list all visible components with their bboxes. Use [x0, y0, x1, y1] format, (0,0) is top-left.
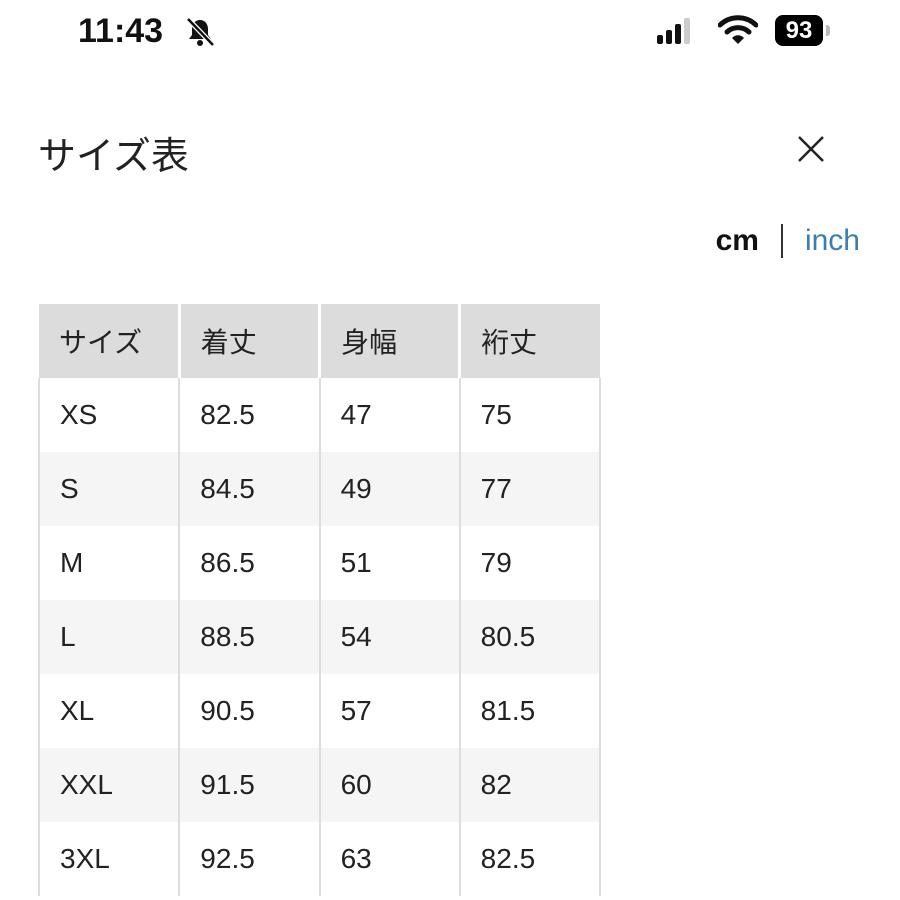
header-sleeve: 裄丈 — [458, 304, 600, 378]
bell-slash-icon — [186, 17, 215, 47]
size-table: サイズ 着丈 身幅 裄丈 XS 82.5 47 75 S 84.5 49 77 M 86.5 51 7… — [37, 304, 602, 896]
cell-width: 63 — [318, 822, 461, 896]
battery-nub — [826, 25, 830, 36]
table-header-row: サイズ 着丈 身幅 裄丈 — [39, 304, 600, 378]
cell-size: 3XL — [37, 822, 181, 896]
cell-sleeve: 80.5 — [458, 600, 602, 674]
cell-size: L — [37, 600, 181, 674]
cell-sleeve: 75 — [458, 378, 602, 452]
table-row: S 84.5 49 77 — [37, 452, 602, 526]
header-size: サイズ — [39, 304, 180, 378]
table-row: 3XL 92.5 63 82.5 — [37, 822, 602, 896]
signal-icon — [657, 18, 690, 44]
table-row: XXL 91.5 60 82 — [37, 748, 602, 822]
cell-sleeve: 82 — [458, 748, 602, 822]
cell-size: XXL — [37, 748, 181, 822]
battery-icon: 93 — [775, 15, 823, 46]
cell-width: 47 — [318, 378, 461, 452]
table-row: L 88.5 54 80.5 — [37, 600, 602, 674]
table-row: XS 82.5 47 75 — [37, 378, 602, 452]
cell-sleeve: 77 — [458, 452, 602, 526]
unit-cm-button[interactable]: cm — [715, 224, 759, 257]
cell-size: S — [37, 452, 181, 526]
cell-length: 88.5 — [178, 600, 321, 674]
status-time: 11:43 — [78, 12, 164, 50]
cell-width: 54 — [318, 600, 461, 674]
table-row: M 86.5 51 79 — [37, 526, 602, 600]
cell-length: 91.5 — [178, 748, 321, 822]
cell-width: 60 — [318, 748, 461, 822]
page-title: サイズ表 — [38, 136, 189, 178]
cell-sleeve: 79 — [458, 526, 602, 600]
cell-width: 51 — [318, 526, 461, 600]
cell-size: XL — [37, 674, 181, 748]
cell-length: 92.5 — [178, 822, 321, 896]
cell-length: 82.5 — [178, 378, 321, 452]
cell-sleeve: 81.5 — [458, 674, 602, 748]
wifi-icon — [718, 15, 758, 44]
cell-width: 57 — [318, 674, 461, 748]
header-length: 着丈 — [177, 304, 320, 378]
unit-divider — [780, 224, 783, 258]
cell-width: 49 — [318, 452, 461, 526]
cell-length: 84.5 — [178, 452, 321, 526]
unit-toggle: cm inch — [716, 224, 860, 258]
cell-size: XS — [37, 378, 181, 452]
cell-sleeve: 82.5 — [458, 822, 602, 896]
cell-length: 86.5 — [178, 526, 321, 600]
table-row: XL 90.5 57 81.5 — [37, 674, 602, 748]
close-icon[interactable] — [794, 132, 828, 166]
header-width: 身幅 — [318, 304, 460, 378]
cell-size: M — [37, 526, 181, 600]
cell-length: 90.5 — [178, 674, 321, 748]
unit-inch-button[interactable]: inch — [804, 224, 860, 257]
